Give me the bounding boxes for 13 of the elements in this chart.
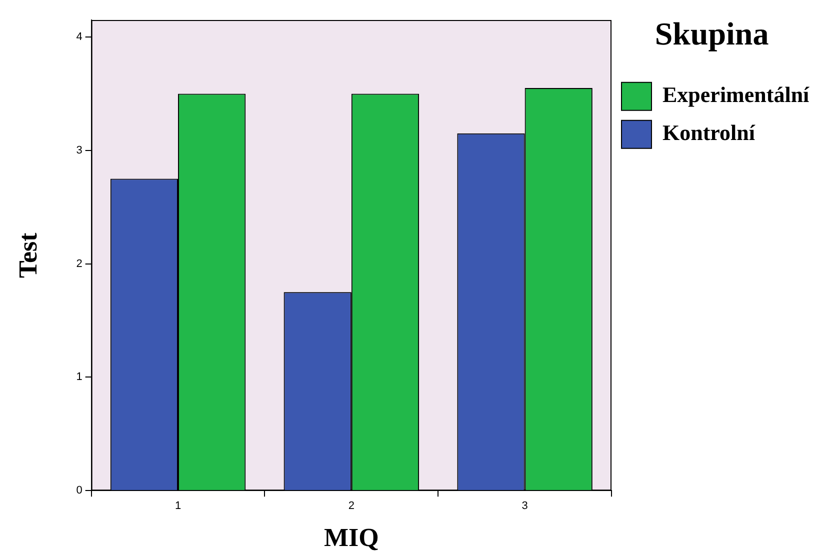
y-tick-label: 3	[76, 144, 82, 156]
x-tick-label: 2	[348, 500, 354, 512]
x-tick-label: 3	[522, 500, 528, 512]
legend-label: Kontrolní	[662, 120, 756, 146]
y-tick-label: 0	[76, 484, 82, 497]
x-axis-title: MIQ	[324, 523, 379, 552]
y-tick-label: 2	[76, 258, 82, 270]
legend-label: Experimentální	[662, 82, 810, 108]
y-tick-label: 4	[76, 31, 82, 44]
legend-title: Skupina	[654, 15, 769, 52]
y-axis-title: Test	[13, 232, 42, 278]
y-tick-label: 1	[76, 371, 82, 384]
x-tick-label: 1	[174, 500, 182, 512]
